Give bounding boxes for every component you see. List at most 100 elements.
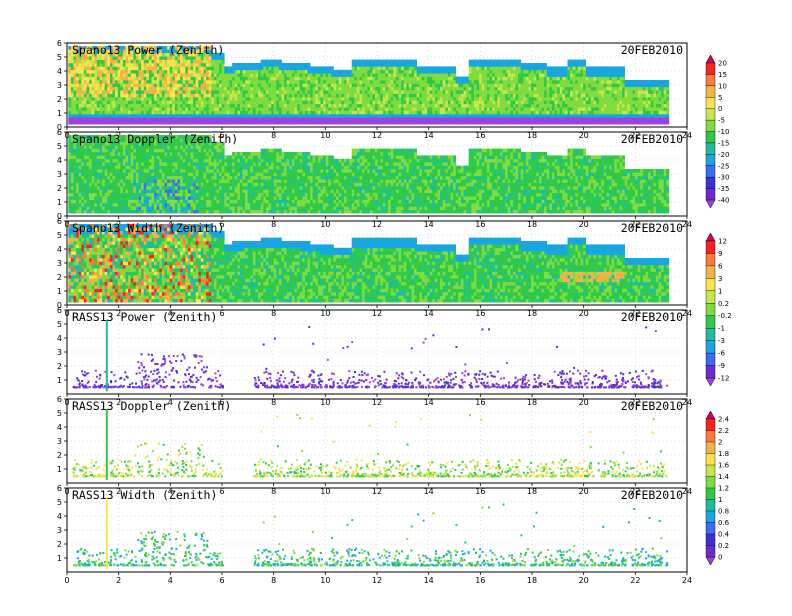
data-cell [630,83,633,87]
data-cell [289,94,292,98]
data-cell [102,97,105,101]
data-cell [131,200,134,204]
data-cell [162,66,165,70]
data-cell [308,83,311,87]
data-cell [183,77,186,81]
data-cell [596,104,599,108]
data-cell [315,100,318,104]
data-cell [380,121,383,125]
data-cell [191,97,194,101]
data-cell [222,87,225,91]
data-cell [131,87,134,91]
data-cell [635,121,638,125]
data-cell [412,121,415,125]
data-cell [396,114,399,118]
data-cell [549,104,552,108]
data-cell [461,90,464,94]
data-cell [557,104,560,108]
data-cell [81,193,84,197]
data-cell [321,121,324,125]
data-cell [237,77,240,81]
data-cell [274,63,277,67]
data-cell [568,121,571,125]
data-cell [97,80,100,84]
data-cell [596,83,599,87]
data-cell [105,94,108,98]
data-cell [144,117,147,121]
data-cell [97,193,100,197]
data-cell [250,66,253,70]
data-cell [81,155,84,159]
data-cell [586,70,589,74]
data-cell [518,107,521,111]
data-cell [560,70,563,74]
data-cell [126,169,129,173]
data-cell [107,196,110,200]
data-cell [81,83,84,87]
data-cell [243,66,246,70]
data-cell [222,80,225,84]
data-cell [217,83,220,87]
data-cell [89,80,92,84]
data-cell [84,200,87,204]
data-cell [100,159,103,163]
data-cell [188,87,191,91]
data-cell [266,60,269,64]
data-cell [396,60,399,64]
data-cell [149,104,152,108]
data-cell [646,80,649,84]
data-cell [399,107,402,111]
data-cell [204,94,207,98]
data-cell [414,77,417,81]
data-cell [224,121,227,125]
data-cell [310,97,313,101]
data-cell [131,70,134,74]
data-cell [120,80,123,84]
data-cell [214,60,217,64]
data-cell [451,73,454,77]
data-cell [565,90,568,94]
data-cell [141,77,144,81]
data-cell [653,107,656,111]
data-cell [131,104,134,108]
data-cell [542,90,545,94]
data-cell [269,83,272,87]
data-cell [367,66,370,70]
data-cell [245,70,248,74]
data-cell [552,117,555,121]
data-cell [661,100,664,104]
data-cell [328,73,331,77]
data-cell [287,107,290,111]
data-cell [188,114,191,118]
data-cell [531,94,534,98]
data-cell [471,121,474,125]
data-cell [300,107,303,111]
data-cell [295,87,298,91]
data-cell [469,60,472,64]
data-cell [378,100,381,104]
data-cell [617,117,620,121]
data-cell [94,149,97,153]
data-cell [425,111,428,115]
data-cell [664,87,667,91]
data-cell [126,210,129,214]
data-cell [464,100,467,104]
data-cell [81,73,84,77]
data-cell [430,73,433,77]
data-cell [458,111,461,115]
data-cell [105,149,108,153]
data-cell [612,117,615,121]
data-cell [120,83,123,87]
data-cell [178,73,181,77]
data-cell [188,94,191,98]
data-cell [435,107,438,111]
data-cell [115,169,118,173]
data-cell [573,83,576,87]
data-cell [339,114,342,118]
data-cell [458,90,461,94]
data-cell [633,114,636,118]
data-cell [529,100,532,104]
data-cell [638,97,641,101]
data-cell [490,114,493,118]
data-cell [167,100,170,104]
